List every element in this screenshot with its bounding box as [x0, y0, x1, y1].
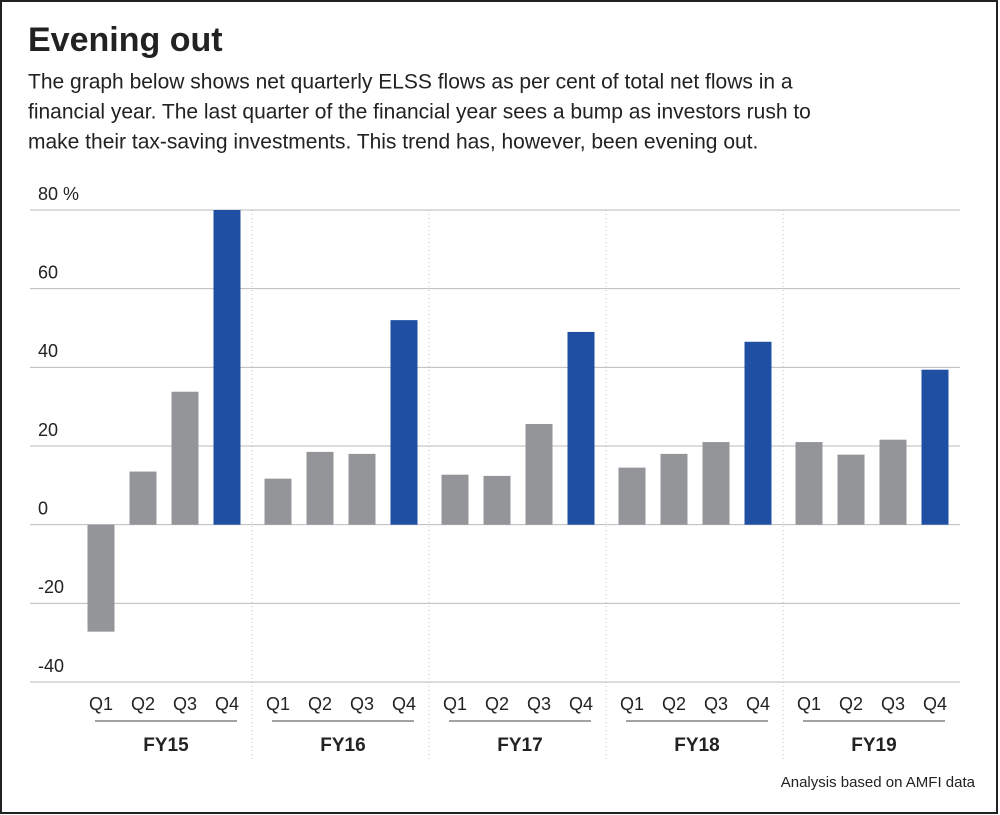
bar [795, 442, 823, 525]
x-tick-label: Q4 [569, 694, 593, 714]
bar [744, 341, 772, 525]
x-tick-label: Q1 [620, 694, 644, 714]
y-tick-label: -40 [38, 656, 64, 676]
bar [213, 210, 241, 525]
x-tick-label: Q4 [923, 694, 947, 714]
group-label: FY16 [320, 735, 365, 756]
y-tick-label: 40 [38, 341, 58, 361]
y-tick-label: 60 [38, 262, 58, 282]
x-tick-label: Q4 [392, 694, 416, 714]
bar [264, 478, 292, 525]
bar [390, 320, 418, 525]
bar [483, 475, 511, 525]
x-tick-label: Q1 [266, 694, 290, 714]
x-tick-label: Q2 [485, 694, 509, 714]
x-tick-label: Q2 [308, 694, 332, 714]
x-tick-label: Q2 [839, 694, 863, 714]
x-tick-label: Q3 [881, 694, 905, 714]
x-tick-label: Q3 [173, 694, 197, 714]
bar [618, 467, 646, 525]
bar [441, 474, 469, 525]
x-tick-label: Q2 [662, 694, 686, 714]
y-tick-label: 20 [38, 420, 58, 440]
bar [348, 453, 376, 525]
bar [837, 454, 865, 525]
bar [129, 471, 157, 525]
x-tick-label: Q4 [746, 694, 770, 714]
x-tick-label: Q1 [89, 694, 113, 714]
subtitle-line: financial year. The last quarter of the … [28, 101, 811, 124]
group-label: FY18 [674, 735, 719, 756]
bar [567, 331, 595, 525]
source: Analysis based on AMFI data [781, 774, 976, 791]
x-tick-label: Q1 [797, 694, 821, 714]
group-label: FY19 [851, 735, 896, 756]
bar [306, 451, 334, 525]
bar [660, 453, 688, 525]
x-tick-label: Q3 [527, 694, 551, 714]
y-tick-label: 80 % [38, 184, 79, 204]
bar [87, 524, 115, 632]
y-tick-label: -20 [38, 577, 64, 597]
x-tick-label: Q3 [350, 694, 374, 714]
bar [921, 369, 949, 525]
group-label: FY17 [497, 735, 542, 756]
chart-title: Evening out [28, 21, 223, 59]
subtitle-line: make their tax-saving investments. This … [28, 131, 758, 154]
bar [171, 391, 199, 525]
group-label: FY15 [143, 735, 189, 756]
subtitle-line: The graph below shows net quarterly ELSS… [28, 71, 793, 94]
bar [702, 442, 730, 525]
x-tick-label: Q1 [443, 694, 467, 714]
x-tick-label: Q3 [704, 694, 728, 714]
x-tick-label: Q2 [131, 694, 155, 714]
y-tick-label: 0 [38, 498, 48, 518]
x-tick-label: Q4 [215, 694, 239, 714]
bar [879, 439, 907, 525]
bar [525, 423, 553, 525]
